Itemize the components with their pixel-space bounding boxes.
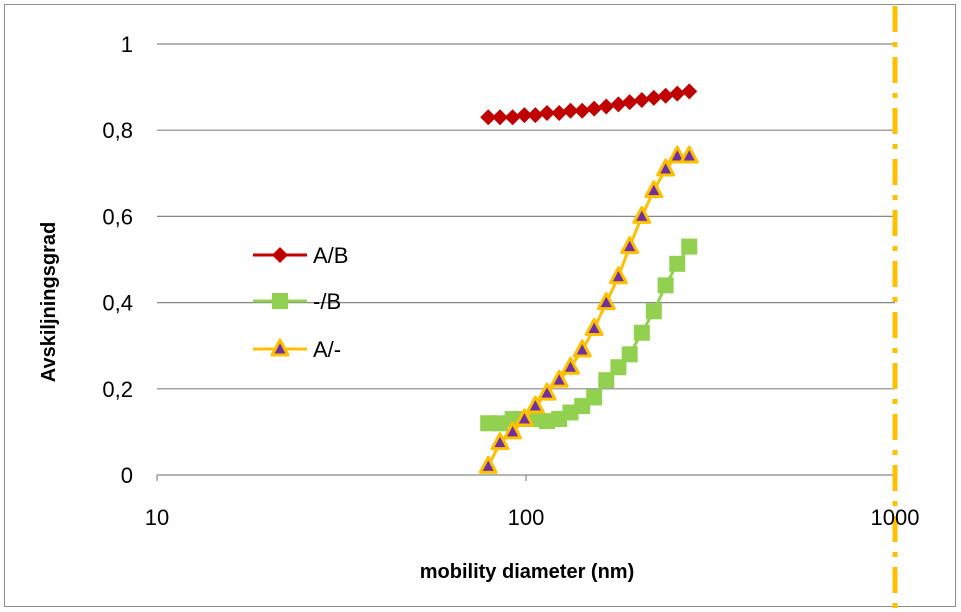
data-point — [596, 292, 616, 311]
data-point — [608, 266, 628, 285]
legend-label: -/B — [313, 289, 341, 314]
legend-marker — [270, 338, 290, 357]
data-point — [645, 303, 662, 320]
data-point — [633, 324, 650, 341]
y-tick-label: 0,4 — [102, 291, 133, 316]
legend-marker — [272, 293, 288, 309]
data-point — [527, 107, 544, 124]
y-tick-label: 1 — [121, 32, 133, 57]
data-point — [657, 277, 674, 294]
legend-entry: A/B — [253, 243, 348, 268]
series-0 — [480, 83, 698, 126]
legend-label: A/- — [313, 337, 341, 362]
data-point — [491, 109, 508, 126]
data-point — [656, 158, 676, 177]
data-point — [551, 104, 568, 121]
legend-entry: -/B — [253, 289, 341, 314]
legend-marker — [272, 247, 288, 263]
x-axis-title: mobility diameter (nm) — [420, 561, 634, 583]
data-point — [538, 413, 555, 430]
data-point — [516, 107, 533, 124]
data-point — [572, 339, 592, 358]
legend: A/B -/B A/- — [253, 243, 348, 362]
x-tick-label: 10 — [145, 505, 169, 530]
data-point — [679, 145, 699, 164]
series-layer — [478, 83, 699, 474]
data-point — [657, 87, 674, 104]
data-point — [525, 395, 545, 414]
y-tick-label: 0,6 — [102, 204, 133, 229]
data-point — [667, 145, 687, 164]
y-tick-label: 0 — [121, 463, 133, 488]
legend-entry: A/- — [253, 337, 341, 362]
data-point — [491, 415, 508, 432]
data-point — [586, 100, 603, 117]
series-2 — [478, 145, 699, 474]
data-point — [503, 421, 523, 440]
data-point — [514, 408, 534, 427]
data-point — [621, 94, 638, 111]
data-point — [584, 317, 604, 336]
data-point — [620, 236, 640, 255]
data-point — [681, 238, 698, 255]
data-point — [504, 109, 521, 126]
data-point — [681, 83, 698, 100]
data-point — [478, 455, 498, 474]
data-point — [490, 432, 510, 451]
data-point — [549, 369, 569, 388]
data-point — [586, 389, 603, 406]
data-point — [669, 255, 686, 272]
data-point — [632, 205, 652, 224]
chart-area — [4, 4, 956, 607]
data-point — [562, 102, 579, 119]
data-point — [644, 180, 664, 199]
y-axis-title: Avskiljningsgrad — [38, 222, 60, 382]
data-point — [598, 372, 615, 389]
data-point — [633, 92, 650, 109]
data-point — [610, 359, 627, 376]
legend-label: A/B — [313, 243, 348, 268]
data-point — [537, 382, 557, 401]
x-tick-label: 1000 — [871, 505, 920, 530]
tick-labels: 0 0,2 0,4 0,6 0,8 1 10 100 1000 — [102, 32, 919, 530]
data-point — [645, 89, 662, 106]
data-point — [610, 96, 627, 113]
y-tick-label: 0,2 — [102, 377, 133, 402]
data-point — [480, 109, 497, 126]
data-point — [560, 356, 580, 375]
y-tick-label: 0,8 — [102, 118, 133, 143]
data-point — [538, 104, 555, 121]
data-point — [669, 85, 686, 102]
data-point — [598, 98, 615, 115]
data-point — [574, 102, 591, 119]
data-point — [621, 346, 638, 363]
x-tick-label: 100 — [508, 505, 545, 530]
